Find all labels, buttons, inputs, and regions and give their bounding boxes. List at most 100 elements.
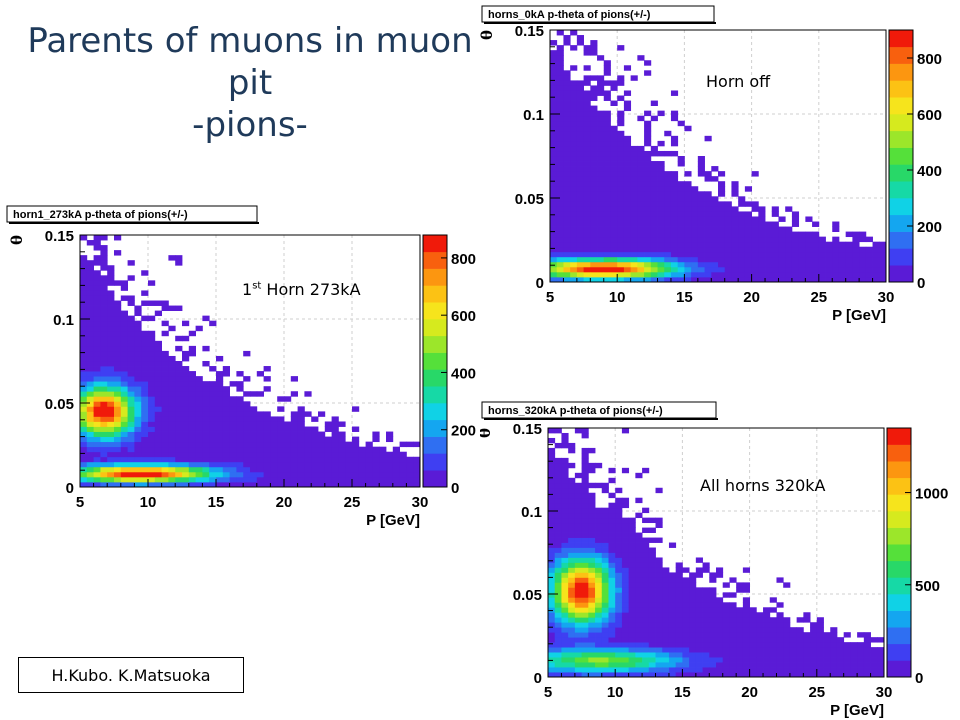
heatmap-cell [615, 667, 623, 673]
heatmap-cell [637, 276, 645, 283]
heatmap-cell [601, 537, 609, 543]
heatmap-cell [581, 497, 589, 504]
heatmap-cell [263, 426, 271, 432]
title-line-3: -pions- [192, 105, 308, 145]
heatmap-cell [697, 171, 705, 177]
heatmap-cell [771, 276, 779, 283]
heatmap-cell [615, 532, 623, 538]
heatmap-cell [603, 65, 611, 71]
heatmap-cell [550, 70, 558, 76]
heatmap-cell [590, 140, 598, 147]
heatmap-cell [243, 441, 251, 448]
heatmap-cell [263, 416, 271, 422]
heatmap-cell [650, 166, 658, 172]
heatmap-cell [810, 662, 818, 668]
heatmap-cell [80, 466, 88, 473]
heatmap-cell [617, 156, 625, 162]
heatmap-cell [568, 447, 576, 454]
heatmap-cell [601, 612, 609, 618]
heatmap-cell [709, 667, 717, 673]
heatmap-cell [742, 602, 750, 608]
heatmap-cell [161, 330, 169, 337]
heatmap-cell [86, 481, 94, 488]
heatmap-cell [236, 421, 244, 427]
heatmap-cell [738, 261, 746, 268]
heatmap-cell [93, 426, 101, 432]
heatmap-cell [716, 652, 724, 658]
heatmap-cell [836, 637, 845, 643]
heatmap-cell [127, 376, 135, 382]
heatmap-cell [216, 471, 224, 478]
heatmap-cell [590, 196, 598, 202]
heatmap-cell [635, 542, 643, 548]
heatmap-cell [209, 471, 217, 478]
heatmap-cell [168, 391, 176, 397]
heatmap-cell [668, 612, 677, 618]
heatmap-cell [576, 40, 584, 46]
heatmap-cell [843, 652, 851, 658]
heatmap-cell [93, 406, 101, 412]
heatmap-cell [776, 612, 784, 618]
heatmap-cell [610, 145, 618, 152]
heatmap-cell [188, 436, 196, 443]
heatmap-cell [816, 672, 824, 678]
heatmap-cell [127, 325, 135, 332]
heatmap-cell [195, 466, 203, 473]
heatmap-cell [610, 241, 618, 248]
heatmap-cell [324, 476, 332, 483]
heatmap-cell [590, 216, 598, 222]
heatmap-cell [601, 647, 609, 653]
heatmap-cell [270, 441, 278, 448]
heatmap-cell [297, 466, 305, 473]
heatmap-cell [304, 426, 312, 432]
heatmap-cell [670, 231, 679, 238]
heatmap-cell [570, 30, 578, 36]
heatmap-cell [570, 80, 578, 86]
heatmap-cell [722, 652, 730, 658]
heatmap-cell [127, 300, 135, 306]
heatmap-cell [630, 201, 638, 207]
heatmap-cell [597, 110, 605, 117]
heatmap-cell [595, 547, 603, 553]
heatmap-cell [630, 221, 638, 227]
heatmap-cell [93, 310, 101, 317]
color-bar-swatch [887, 527, 911, 545]
heatmap-cell [588, 462, 596, 469]
heatmap-cell [682, 607, 690, 613]
heatmap-cell [610, 186, 618, 192]
heatmap-cell [114, 421, 122, 427]
heatmap-cell [648, 672, 656, 678]
heatmap-cell [86, 476, 94, 483]
heatmap-cell [803, 672, 811, 678]
heatmap-cell [182, 391, 190, 397]
heatmap-cell [216, 386, 224, 392]
heatmap-cell [785, 231, 793, 238]
heatmap-cell [610, 176, 618, 182]
heatmap-cell [581, 632, 589, 638]
color-bar-label: 0 [451, 480, 459, 497]
heatmap-cell [277, 436, 285, 443]
heatmap-cell [749, 672, 757, 678]
heatmap-cell [731, 266, 739, 273]
heatmap-cell [556, 80, 564, 86]
heatmap-cell [250, 391, 258, 397]
heatmap-cell [590, 226, 598, 232]
heatmap-cell [675, 577, 683, 583]
heatmap-cell [644, 256, 652, 263]
heatmap-cell [731, 251, 739, 258]
heatmap-cell [168, 446, 176, 453]
heatmap-cell [816, 652, 824, 658]
heatmap-cell [590, 256, 598, 263]
heatmap-cell [697, 201, 705, 207]
heatmap-cell [243, 426, 251, 432]
heatmap-cell [556, 266, 564, 273]
heatmap-cell [141, 361, 149, 367]
heatmap-cell [635, 617, 643, 623]
heatmap-cell [331, 466, 339, 473]
heatmap-cell [107, 355, 115, 362]
heatmap-cell [704, 261, 712, 268]
heatmap-cell [588, 572, 596, 578]
heatmap-cell [563, 216, 571, 222]
heatmap-cell [796, 652, 804, 658]
heatmap-cell [148, 330, 156, 337]
